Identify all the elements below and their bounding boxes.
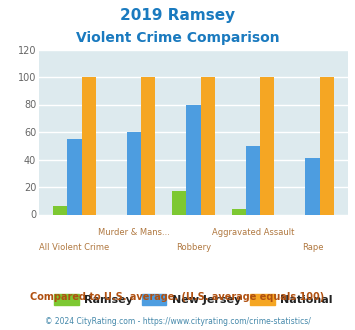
- Bar: [231, 209, 246, 215]
- Bar: [82, 77, 96, 214]
- Text: Rape: Rape: [302, 244, 323, 252]
- Bar: [246, 146, 260, 214]
- Text: Robbery: Robbery: [176, 244, 211, 252]
- Text: Aggravated Assault: Aggravated Assault: [212, 228, 294, 237]
- Bar: [172, 191, 186, 214]
- Text: All Violent Crime: All Violent Crime: [39, 244, 110, 252]
- Text: Compared to U.S. average. (U.S. average equals 100): Compared to U.S. average. (U.S. average …: [31, 292, 324, 302]
- Bar: [53, 206, 67, 214]
- Bar: [141, 77, 155, 214]
- Bar: [201, 77, 215, 214]
- Text: Murder & Mans...: Murder & Mans...: [98, 228, 170, 237]
- Bar: [260, 77, 274, 214]
- Bar: [67, 139, 82, 214]
- Bar: [320, 77, 334, 214]
- Bar: [127, 132, 141, 214]
- Text: © 2024 CityRating.com - https://www.cityrating.com/crime-statistics/: © 2024 CityRating.com - https://www.city…: [45, 317, 310, 326]
- Bar: [305, 158, 320, 214]
- Text: Violent Crime Comparison: Violent Crime Comparison: [76, 31, 279, 45]
- Legend: Ramsey, New Jersey, National: Ramsey, New Jersey, National: [50, 289, 337, 310]
- Text: 2019 Ramsey: 2019 Ramsey: [120, 8, 235, 23]
- Bar: [186, 105, 201, 214]
